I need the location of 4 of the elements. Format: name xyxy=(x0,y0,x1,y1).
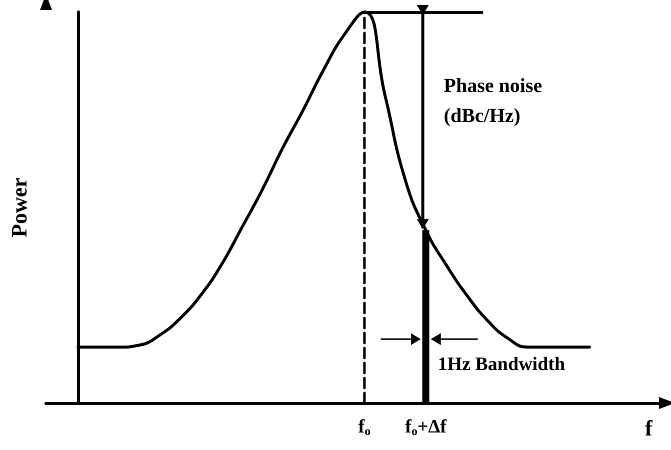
annotation: 1Hz Bandwidth xyxy=(438,354,566,376)
y-axis-title: Power xyxy=(6,177,32,238)
x-axis-title: f xyxy=(645,416,653,440)
annotation: Phase noise (dBc/Hz) xyxy=(444,75,542,128)
